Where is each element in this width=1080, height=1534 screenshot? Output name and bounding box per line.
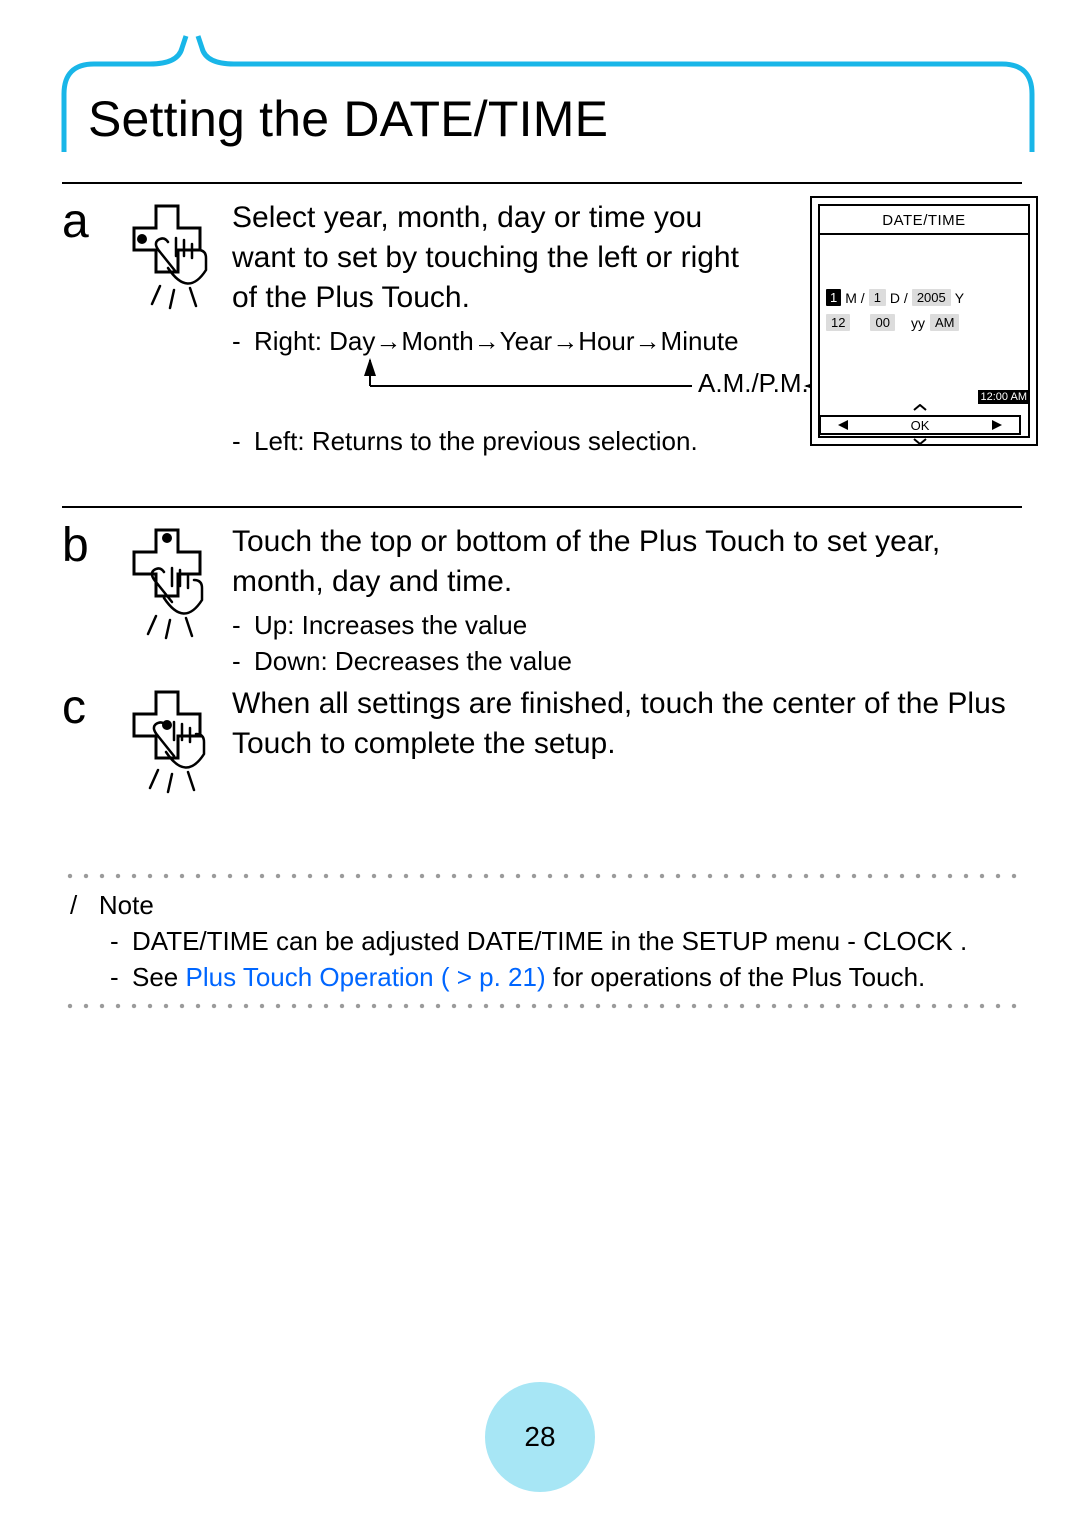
dotted-border-bottom: [62, 1001, 1018, 1011]
step-c-text: When all settings are finished, touch th…: [232, 684, 1032, 764]
step-b: b Touch the top or bottom of the Plus To…: [42, 522, 1038, 678]
lcd-clock-badge: 12:00 AM: [978, 390, 1030, 404]
manual-page: Setting the DATE/TIME a Select year, mon…: [0, 0, 1080, 1534]
lcd-yy: yy: [911, 315, 925, 331]
note-slash: /: [70, 890, 99, 920]
right-prefix: Right:: [254, 326, 329, 356]
lcd-screen: DATE/TIME 1 M / 1 D / 2005 Y 12 00 yy AM: [818, 204, 1030, 438]
right-sequence: Day→Month→Year→Hour→Minute: [329, 326, 738, 356]
lcd-frame: DATE/TIME 1 M / 1 D / 2005 Y 12 00 yy AM: [810, 196, 1038, 446]
step-letter: b: [62, 522, 122, 678]
lcd-day-label: D /: [890, 290, 908, 306]
bullet-dash: -: [232, 424, 254, 458]
touch-icon-col: [122, 522, 232, 678]
lcd-ampm-val: AM: [930, 314, 960, 331]
page-number-badge: 28: [485, 1382, 595, 1492]
plus-touch-center-icon: [122, 686, 222, 796]
plus-touch-vertical-icon: [122, 524, 222, 644]
touch-icon-col: [122, 684, 232, 801]
step-b-text: Touch the top or bottom of the Plus Touc…: [232, 522, 1032, 602]
plus-touch-operation-link[interactable]: Plus Touch Operation ( > p. 21): [186, 962, 546, 992]
page-title: Setting the DATE/TIME: [88, 90, 608, 148]
lcd-day-val: 1: [869, 289, 886, 306]
lcd-hour-val: 12: [826, 314, 850, 331]
note-box: / Note -DATE/TIME can be adjusted DATE/T…: [62, 871, 1018, 1011]
lcd-month-selected: 1: [826, 289, 841, 306]
lcd-divider: [820, 233, 1028, 235]
page-number: 28: [524, 1421, 555, 1453]
step-letter: a: [62, 198, 122, 458]
lcd-month-label: M /: [845, 290, 864, 306]
step-a-right-seq: - Right: Day→Month→Year→Hour→Minute: [232, 324, 746, 408]
plus-touch-horizontal-icon: [122, 200, 222, 310]
note-line2: See Plus Touch Operation ( > p. 21) for …: [132, 959, 925, 995]
step-body: When all settings are finished, touch th…: [232, 684, 1038, 801]
lcd-title: DATE/TIME: [826, 212, 1022, 229]
step-a-text: Select year, month, day or time you want…: [232, 198, 746, 318]
lcd-date-row: 1 M / 1 D / 2005 Y: [826, 289, 1022, 306]
dotted-border-top: [62, 871, 1018, 881]
lcd-mockup: DATE/TIME 1 M / 1 D / 2005 Y 12 00 yy AM: [810, 196, 1038, 446]
divider: [62, 182, 1022, 184]
left-text: Left: Returns to the previous selection.: [254, 424, 698, 458]
touch-icon-col: [122, 198, 232, 458]
loop-arrow: A.M./P.M.: [232, 358, 746, 408]
ampm-label: A.M./P.M.: [698, 368, 809, 398]
note-body: / Note -DATE/TIME can be adjusted DATE/T…: [62, 881, 1018, 1001]
lcd-min-val: 00: [870, 314, 894, 331]
lcd-nav-pad: OK: [814, 404, 1034, 444]
step-b-down: -Down: Decreases the value: [232, 644, 1032, 678]
step-body: Select year, month, day or time you want…: [232, 198, 752, 458]
lcd-ok-label: OK: [911, 418, 930, 433]
step-body: Touch the top or bottom of the Plus Touc…: [232, 522, 1038, 678]
lcd-time-row: 12 00 yy AM: [826, 314, 1022, 331]
see-prefix: See: [132, 962, 186, 992]
lcd-year-val: 2005: [912, 289, 951, 306]
see-suffix: for operations of the Plus Touch.: [546, 962, 926, 992]
title-frame: Setting the DATE/TIME: [42, 34, 1038, 154]
note-label: Note: [99, 887, 154, 923]
step-c: c When all settings are finished, touch …: [42, 684, 1038, 801]
divider: [62, 506, 1022, 508]
bullet-dash: -: [232, 324, 254, 358]
step-a-left: - Left: Returns to the previous selectio…: [232, 424, 746, 458]
step-letter: c: [62, 684, 122, 801]
lcd-year-label: Y: [955, 290, 964, 306]
step-b-up: -Up: Increases the value: [232, 608, 1032, 642]
note-line1: DATE/TIME can be adjusted DATE/TIME in t…: [132, 923, 967, 959]
